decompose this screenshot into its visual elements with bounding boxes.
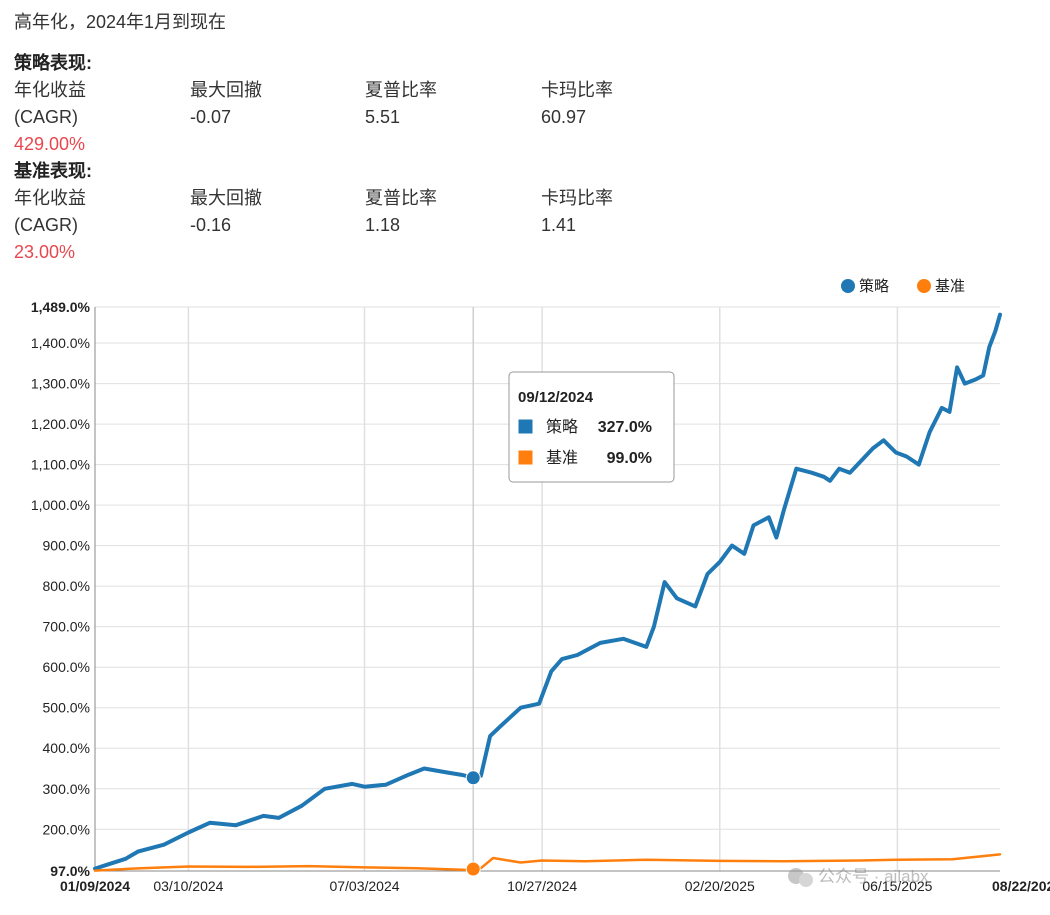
y-tick-label: 600.0% bbox=[43, 659, 90, 675]
legend: 策略 基准 bbox=[841, 278, 965, 295]
strategy-label-drawdown: 最大回撤 bbox=[190, 80, 262, 100]
legend-item-strategy[interactable]: 策略 bbox=[841, 278, 889, 295]
strategy-calmar-value: 60.97 bbox=[541, 107, 587, 127]
benchmark-hover-point bbox=[465, 861, 481, 877]
tooltip-benchmark-value: 99.0% bbox=[607, 450, 652, 467]
benchmark-cagr-tag: (CAGR) bbox=[14, 215, 78, 235]
benchmark-sharpe-value: 1.18 bbox=[365, 215, 401, 235]
y-tick-label: 1,000.0% bbox=[31, 497, 90, 513]
strategy-hover-point bbox=[465, 770, 481, 786]
benchmark-label-drawdown: 最大回撤 bbox=[190, 188, 262, 208]
legend-benchmark-swatch bbox=[917, 279, 931, 293]
x-tick-label: 07/03/2024 bbox=[329, 878, 399, 894]
y-tick-label: 400.0% bbox=[43, 740, 90, 756]
watermark-text: 公众号 · ailabx bbox=[818, 867, 929, 886]
y-tick-label: 200.0% bbox=[43, 821, 90, 837]
x-tick-label: 02/20/2025 bbox=[685, 878, 755, 894]
x-tick-label-min: 01/09/2024 bbox=[60, 878, 130, 894]
tooltip-date: 09/12/2024 bbox=[518, 389, 594, 406]
tooltip-strategy-swatch bbox=[517, 418, 534, 435]
x-tick-label: 10/27/2024 bbox=[507, 878, 577, 894]
y-tick-label: 500.0% bbox=[43, 700, 90, 716]
tooltip-strategy-value: 327.0% bbox=[598, 419, 652, 436]
x-tick-label: 03/10/2024 bbox=[153, 878, 223, 894]
y-tick-label: 1,400.0% bbox=[31, 335, 90, 351]
tooltip: 09/12/2024 策略 327.0% 基准 99.0% bbox=[508, 371, 675, 483]
strategy-cagr-value: 429.00% bbox=[14, 134, 86, 154]
legend-item-benchmark[interactable]: 基准 bbox=[917, 278, 965, 295]
y-tick-label-min: 97.0% bbox=[50, 863, 90, 879]
y-tick-label: 1,300.0% bbox=[31, 376, 90, 392]
strategy-label-calmar: 卡玛比率 bbox=[541, 80, 613, 100]
watermark: 公众号 · ailabx bbox=[788, 867, 929, 887]
y-tick-label: 1,200.0% bbox=[31, 416, 90, 432]
legend-strategy-swatch bbox=[841, 279, 855, 293]
benchmark-cagr-value: 23.00% bbox=[14, 242, 76, 262]
strategy-label-cagr: 年化收益 bbox=[14, 80, 86, 100]
benchmark-line[interactable] bbox=[93, 853, 1002, 872]
y-tick-label: 1,100.0% bbox=[31, 457, 90, 473]
strategy-cagr-tag: (CAGR) bbox=[14, 107, 78, 127]
y-tick-label: 900.0% bbox=[43, 538, 90, 554]
strategy-line[interactable] bbox=[93, 312, 1002, 871]
benchmark-label-sharpe: 夏普比率 bbox=[365, 188, 437, 208]
y-tick-label: 800.0% bbox=[43, 578, 90, 594]
strategy-heading: 策略表现: bbox=[14, 53, 92, 73]
strategy-sharpe-value: 5.51 bbox=[365, 107, 401, 127]
y-tick-label-max: 1,489.0% bbox=[31, 299, 91, 315]
x-tick-label: 06/15/2025 bbox=[862, 878, 932, 894]
strategy-label-sharpe: 夏普比率 bbox=[365, 80, 437, 100]
benchmark-drawdown-value: -0.16 bbox=[190, 215, 232, 235]
tooltip-benchmark-swatch bbox=[517, 449, 534, 466]
benchmark-heading: 基准表现: bbox=[14, 161, 92, 181]
y-tick-label: 300.0% bbox=[43, 781, 90, 797]
legend-strategy-label: 策略 bbox=[859, 278, 889, 295]
strategy-drawdown-value: -0.07 bbox=[190, 107, 232, 127]
y-tick-label: 700.0% bbox=[43, 619, 90, 635]
tooltip-strategy-name: 策略 bbox=[546, 418, 578, 436]
x-tick-label-max: 08/22/202 bbox=[992, 878, 1050, 894]
legend-benchmark-label: 基准 bbox=[935, 278, 965, 295]
page-title: 高年化，2024年1月到现在 bbox=[14, 12, 227, 32]
benchmark-label-cagr: 年化收益 bbox=[14, 188, 86, 208]
tooltip-box bbox=[508, 371, 675, 483]
benchmark-calmar-value: 1.41 bbox=[541, 215, 577, 235]
benchmark-label-calmar: 卡玛比率 bbox=[541, 188, 613, 208]
tooltip-benchmark-name: 基准 bbox=[546, 449, 578, 467]
